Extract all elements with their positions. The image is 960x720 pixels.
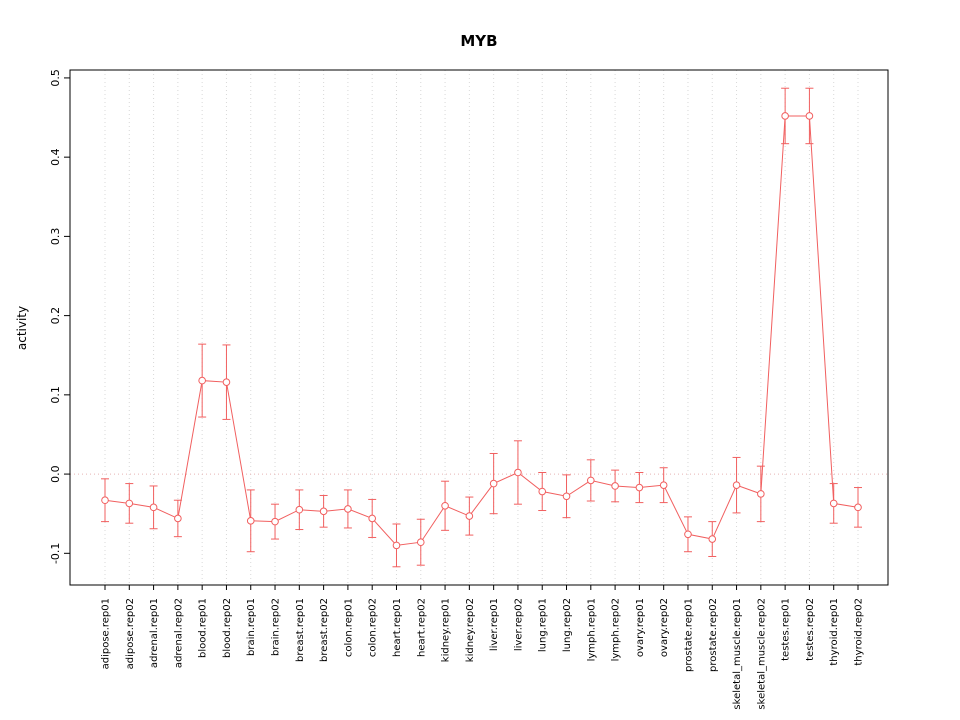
svg-text:thyroid.rep02: thyroid.rep02	[854, 598, 865, 666]
svg-text:breast.rep02: breast.rep02	[319, 598, 330, 662]
plot-frame	[69, 69, 889, 586]
svg-text:0.5: 0.5	[49, 69, 62, 87]
svg-text:lung.rep01: lung.rep01	[538, 598, 549, 652]
svg-text:blood.rep02: blood.rep02	[222, 598, 233, 658]
svg-text:testes.rep02: testes.rep02	[805, 598, 816, 661]
svg-text:adipose.rep01: adipose.rep01	[101, 598, 112, 669]
svg-text:adrenal.rep01: adrenal.rep01	[149, 598, 160, 668]
svg-text:heart.rep02: heart.rep02	[416, 598, 427, 657]
svg-text:ovary.rep02: ovary.rep02	[659, 598, 670, 657]
svg-text:lymph.rep02: lymph.rep02	[611, 598, 622, 661]
data-points	[101, 112, 862, 550]
svg-text:prostate.rep01: prostate.rep01	[683, 598, 694, 672]
svg-text:lymph.rep01: lymph.rep01	[586, 598, 597, 661]
svg-text:thyroid.rep01: thyroid.rep01	[829, 598, 840, 666]
svg-text:liver.rep01: liver.rep01	[489, 598, 500, 651]
svg-text:skeletal_muscle.rep01: skeletal_muscle.rep01	[732, 598, 743, 710]
svg-text:lung.rep02: lung.rep02	[562, 598, 573, 652]
svg-text:skeletal_muscle.rep02: skeletal_muscle.rep02	[756, 598, 767, 710]
svg-text:kidney.rep01: kidney.rep01	[441, 598, 452, 662]
svg-text:ovary.rep01: ovary.rep01	[635, 598, 646, 657]
gridlines	[104, 70, 859, 585]
x-axis-ticks: adipose.rep01 adipose.rep02 adrenal.rep01 a…	[101, 585, 865, 710]
svg-text:0.2: 0.2	[49, 307, 62, 325]
svg-text:0.0: 0.0	[49, 465, 62, 483]
svg-text:brain.rep02: brain.rep02	[271, 598, 282, 656]
error-bars	[101, 87, 862, 568]
svg-text:testes.rep01: testes.rep01	[781, 598, 792, 661]
svg-text:brain.rep01: brain.rep01	[246, 598, 257, 656]
data-line	[104, 115, 859, 546]
svg-text:adrenal.rep02: adrenal.rep02	[173, 598, 184, 668]
chart-title: MYB	[460, 32, 498, 50]
svg-text:liver.rep02: liver.rep02	[513, 598, 524, 651]
svg-text:colon.rep02: colon.rep02	[368, 598, 379, 657]
y-axis-label: activity	[15, 305, 29, 351]
y-axis-ticks: -0.1 0.0 0.1 0.2 0.3 0.4 0.5	[49, 69, 70, 564]
svg-text:-0.1: -0.1	[49, 543, 62, 564]
svg-text:blood.rep01: blood.rep01	[198, 598, 209, 658]
svg-text:kidney.rep02: kidney.rep02	[465, 598, 476, 662]
svg-text:prostate.rep02: prostate.rep02	[708, 598, 719, 672]
svg-text:0.1: 0.1	[49, 386, 62, 404]
svg-text:0.3: 0.3	[49, 228, 62, 246]
svg-text:adipose.rep02: adipose.rep02	[125, 598, 136, 669]
svg-text:0.4: 0.4	[49, 148, 62, 166]
svg-text:colon.rep01: colon.rep01	[343, 598, 354, 657]
svg-text:heart.rep01: heart.rep01	[392, 598, 403, 657]
svg-text:breast.rep01: breast.rep01	[295, 598, 306, 662]
